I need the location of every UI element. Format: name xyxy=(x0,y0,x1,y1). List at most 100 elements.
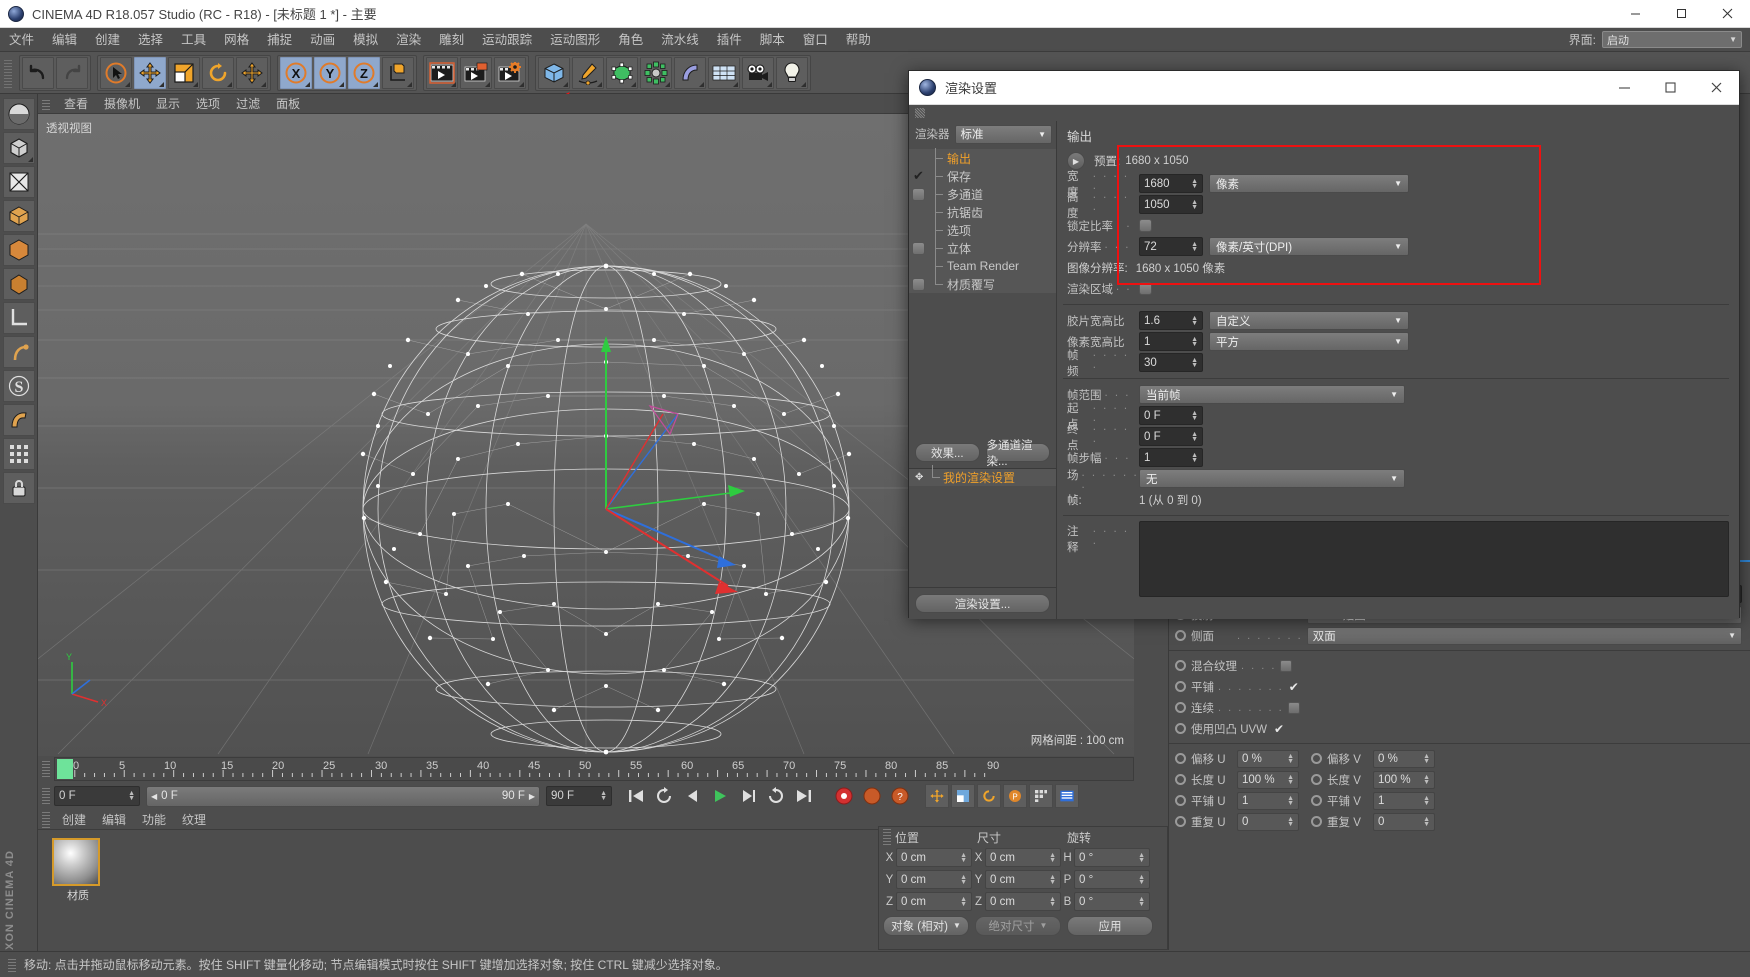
menu-item-0[interactable]: 文件 xyxy=(9,32,35,47)
stepper-icon[interactable]: ▲ ▼ xyxy=(1423,815,1430,828)
attr-radio-icon[interactable] xyxy=(1175,630,1186,641)
frame-step-field[interactable]: 1 ▲ ▼ xyxy=(1139,448,1203,467)
attr-check-tile[interactable]: ✔ xyxy=(1287,679,1300,694)
editable-object-icon[interactable] xyxy=(2,132,35,164)
field-select[interactable]: 无 ▼ xyxy=(1139,469,1405,488)
material-thumbnail[interactable] xyxy=(52,838,100,886)
width-unit-select[interactable]: 像素 ▼ xyxy=(1209,174,1409,193)
menu-item-7[interactable]: 动画 xyxy=(310,32,336,47)
menu-item-4[interactable]: 工具 xyxy=(181,32,207,47)
attr-radio-icon[interactable] xyxy=(1175,774,1186,785)
viewport-menu-view[interactable]: 查看 xyxy=(64,97,89,111)
tree-item-output[interactable]: 输出 xyxy=(909,148,1056,167)
material-menu-edit[interactable]: 编辑 xyxy=(102,813,127,827)
tree-item-teamrender[interactable]: Team Render xyxy=(909,256,1056,275)
goto-start-button[interactable] xyxy=(624,784,648,808)
tree-item-materialoverride[interactable]: 材质覆写 xyxy=(909,274,1056,293)
attr-check-mixtexture[interactable] xyxy=(1280,659,1293,672)
loop-forward-button[interactable] xyxy=(764,784,788,808)
attr-radio-icon[interactable] xyxy=(1175,702,1186,713)
attr-radio-icon[interactable] xyxy=(1175,723,1186,734)
menu-item-13[interactable]: 角色 xyxy=(618,32,644,47)
attr-field-length-v[interactable]: 100 % ▲ ▼ xyxy=(1373,770,1435,789)
key-param-button[interactable]: P xyxy=(1003,784,1027,808)
attr-radio-icon[interactable] xyxy=(1175,660,1186,671)
stepper-icon[interactable]: ▲ ▼ xyxy=(1191,335,1198,348)
goto-end-button[interactable] xyxy=(792,784,816,808)
move-tool-button[interactable] xyxy=(134,56,166,89)
stepper-icon[interactable]: ▲ ▼ xyxy=(1191,409,1198,422)
frame-range-slider[interactable]: ◀ 0 F 90 F ▶ xyxy=(146,785,540,807)
render-settings-button[interactable] xyxy=(494,56,526,89)
menu-item-3[interactable]: 选择 xyxy=(138,32,164,47)
coord-mode-object-dropdown[interactable]: 对象 (相对) ▼ xyxy=(883,915,969,936)
stepper-icon[interactable]: ▲ ▼ xyxy=(1191,240,1198,253)
menu-item-12[interactable]: 运动图形 xyxy=(550,32,601,47)
spline-pen-button[interactable] xyxy=(572,56,604,89)
menu-item-6[interactable]: 捕捉 xyxy=(267,32,293,47)
stepper-icon[interactable]: ▲ ▼ xyxy=(1191,451,1198,464)
redo-button[interactable] xyxy=(56,56,88,89)
lock-icon[interactable] xyxy=(2,472,35,504)
range-left-arrow-icon[interactable]: ◀ xyxy=(151,791,158,801)
tree-checkbox[interactable] xyxy=(912,277,925,291)
tree-item-options[interactable]: 选项 xyxy=(909,220,1056,239)
minimize-button[interactable] xyxy=(1612,0,1658,28)
key-timeline-button[interactable] xyxy=(1055,784,1079,808)
menu-item-15[interactable]: 插件 xyxy=(716,32,742,47)
dialog-maximize-button[interactable] xyxy=(1647,71,1693,105)
range-max-field[interactable]: 90 F ▲ ▼ xyxy=(546,786,612,806)
current-time-marker[interactable] xyxy=(57,759,73,779)
width-field[interactable]: 1680 ▲ ▼ xyxy=(1139,174,1203,193)
stepper-icon[interactable]: ▲ ▼ xyxy=(1191,356,1198,369)
coord-size-y-field[interactable]: 0 cm ▲ ▼ xyxy=(985,870,1061,889)
tree-item-antialiasing[interactable]: 抗锯齿 xyxy=(909,202,1056,221)
close-button[interactable] xyxy=(1704,0,1750,28)
menu-item-17[interactable]: 窗口 xyxy=(802,32,828,47)
coord-mode-size-dropdown[interactable]: 绝对尺寸 ▼ xyxy=(975,915,1061,936)
stepper-icon[interactable]: ▲ ▼ xyxy=(1049,873,1056,886)
enable-axis-icon[interactable] xyxy=(2,336,35,368)
render-to-picture-viewer-button[interactable] xyxy=(460,56,492,89)
floor-environment-button[interactable] xyxy=(708,56,740,89)
nurbs-generator-button[interactable] xyxy=(606,56,638,89)
attr-radio-icon[interactable] xyxy=(1175,816,1186,827)
tree-checkbox[interactable]: ✔ xyxy=(913,168,924,183)
coord-size-z-field[interactable]: 0 cm ▲ ▼ xyxy=(985,892,1061,911)
attr-field-offset-u[interactable]: 0 % ▲ ▼ xyxy=(1237,749,1299,768)
record-button[interactable] xyxy=(832,784,856,808)
menu-item-14[interactable]: 流水线 xyxy=(661,32,699,47)
camera-button[interactable] xyxy=(742,56,774,89)
stepper-icon[interactable]: ▲ ▼ xyxy=(1423,773,1430,786)
attr-radio-icon[interactable] xyxy=(1311,753,1322,764)
menu-item-5[interactable]: 网格 xyxy=(224,32,250,47)
step-back-button[interactable] xyxy=(680,784,704,808)
polygon-mode-icon[interactable] xyxy=(2,200,35,232)
stepper-icon[interactable]: ▲ ▼ xyxy=(960,851,967,864)
attr-check-bumpuvw[interactable]: ✔ xyxy=(1273,721,1286,736)
frame-range-select[interactable]: 当前帧 ▼ xyxy=(1139,385,1405,404)
coord-size-x-field[interactable]: 0 cm ▲ ▼ xyxy=(985,848,1061,867)
select-tool-button[interactable] xyxy=(100,56,132,89)
rotate-tool-button[interactable] xyxy=(202,56,234,89)
stepper-icon[interactable]: ▲ ▼ xyxy=(1287,815,1294,828)
coord-rot-p-field[interactable]: 0 ° ▲ ▼ xyxy=(1074,870,1150,889)
preset-expand-icon[interactable]: ▶ xyxy=(1067,152,1085,170)
stepper-icon[interactable]: ▲ ▼ xyxy=(1138,873,1145,886)
stepper-icon[interactable]: ▲ ▼ xyxy=(1191,314,1198,327)
stepper-icon[interactable]: ▲ ▼ xyxy=(1423,752,1430,765)
viewport-menu-display[interactable]: 显示 xyxy=(156,97,181,111)
attr-field-repeat-u[interactable]: 0 ▲ ▼ xyxy=(1237,812,1299,831)
end-frame-field[interactable]: 0 F ▲ ▼ xyxy=(1139,427,1203,446)
render-settings-button-bottom[interactable]: 渲染设置... xyxy=(915,594,1050,613)
tree-item-multipass[interactable]: 多通道 xyxy=(909,184,1056,203)
viewport-nav-icon[interactable] xyxy=(2,98,35,130)
stepper-icon[interactable]: ▲ ▼ xyxy=(1423,794,1430,807)
viewport-menu-grip[interactable] xyxy=(42,97,50,110)
effect-button[interactable]: 效果... xyxy=(915,443,980,462)
material-menu-function[interactable]: 功能 xyxy=(142,813,167,827)
coord-rot-h-field[interactable]: 0 ° ▲ ▼ xyxy=(1074,848,1150,867)
attr-field-tiles-u[interactable]: 1 ▲ ▼ xyxy=(1237,791,1299,810)
axis-mode-icon[interactable] xyxy=(2,302,35,334)
key-scale-button[interactable] xyxy=(951,784,975,808)
